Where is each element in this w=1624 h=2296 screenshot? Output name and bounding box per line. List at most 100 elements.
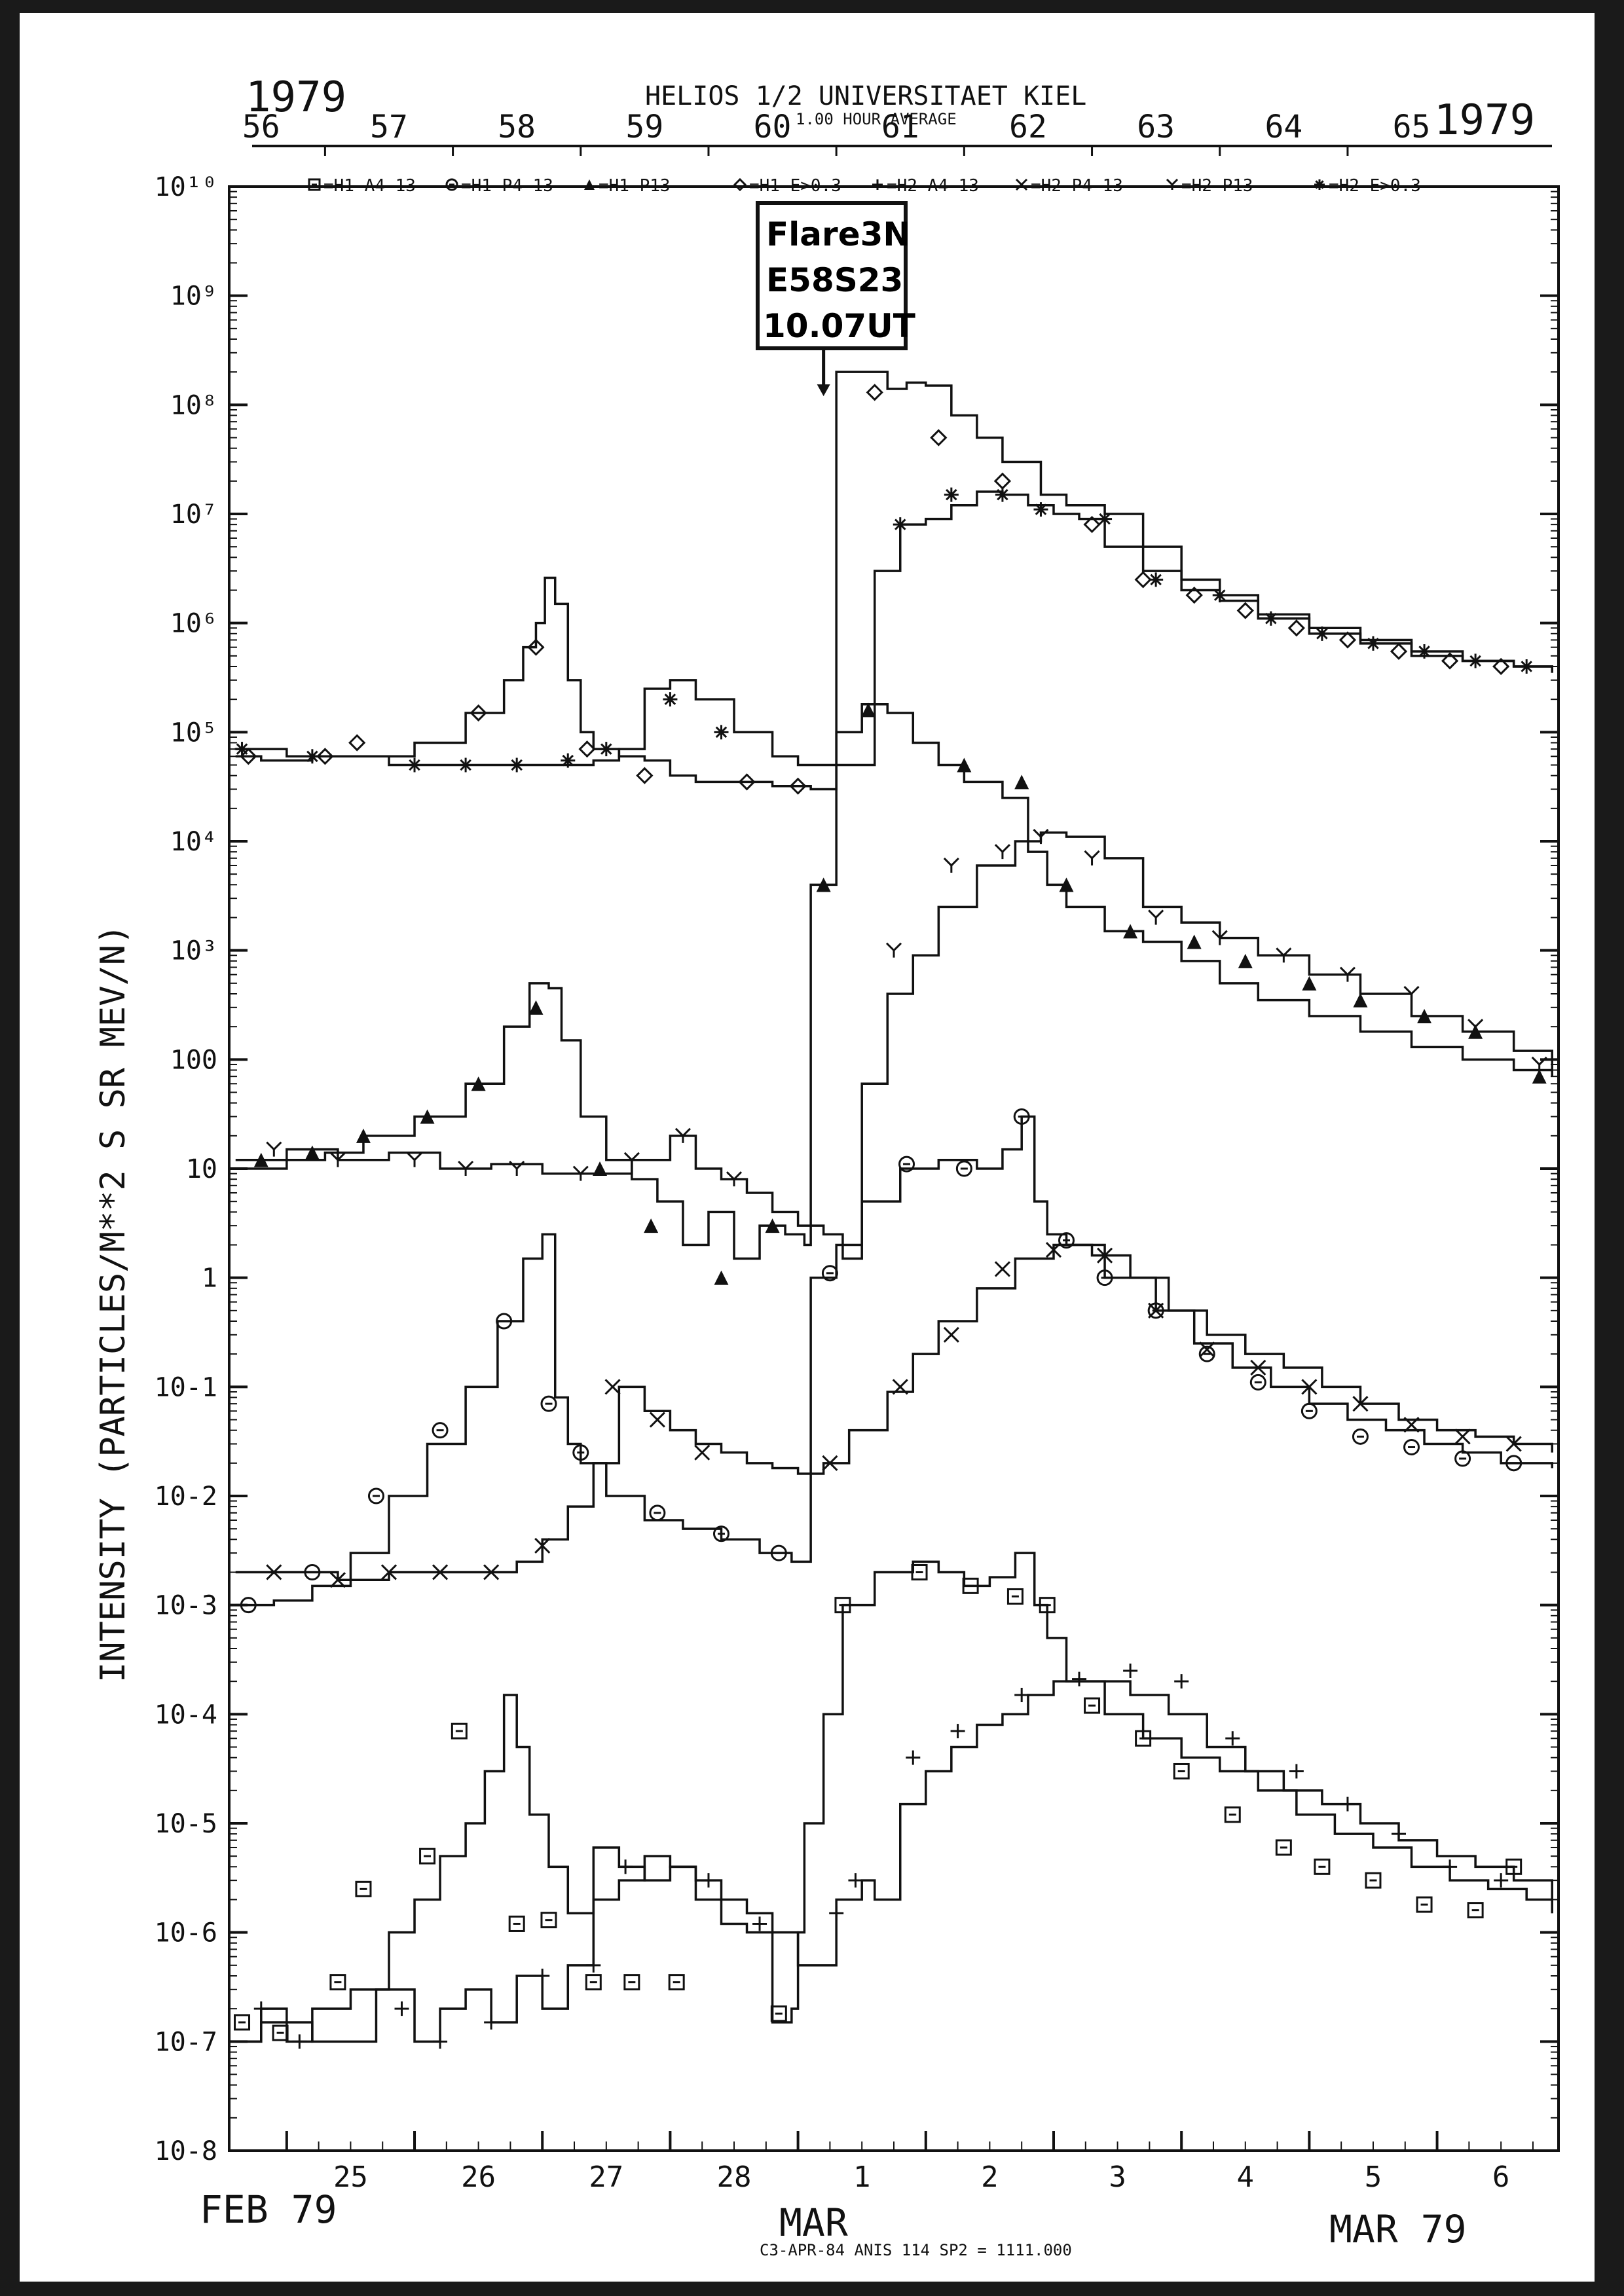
square-marker	[1365, 1872, 1382, 1889]
plus-marker	[586, 1958, 601, 1973]
legend-entry-label: =H1 P4-13	[461, 176, 553, 196]
legend: =H1 A4-13 =H1 P4-13 =H1 P13 =H1 E>0.3 =H2 A4…	[308, 176, 1421, 196]
circle-marker	[240, 1597, 257, 1614]
circle-marker	[1249, 1374, 1266, 1391]
square-marker	[1135, 1730, 1152, 1747]
square-marker	[355, 1880, 372, 1897]
square-marker	[623, 1974, 640, 1991]
asterisk-marker	[1098, 511, 1113, 526]
chart-subtitle: 1.00 HOUR AVERAGE	[796, 110, 957, 128]
circle-marker	[770, 1544, 787, 1561]
x-tick-label: 25	[333, 2160, 368, 2194]
square-marker	[1224, 1806, 1241, 1823]
asterisk-marker	[944, 487, 959, 502]
diamond-marker	[930, 429, 948, 446]
y-tick-label: 10⁹	[170, 282, 217, 312]
cross-marker	[994, 1261, 1010, 1277]
doy-tick-label: 56	[242, 109, 280, 145]
square-marker	[540, 1912, 557, 1929]
diamond-marker	[789, 777, 807, 795]
square-marker	[1467, 1902, 1484, 1919]
plus-marker	[1289, 1764, 1304, 1779]
circle-marker	[1352, 1428, 1369, 1445]
cross-marker	[1045, 1242, 1062, 1258]
diamond-marker	[866, 384, 883, 401]
diamond-marker	[733, 177, 747, 192]
plus-marker	[1225, 1731, 1240, 1746]
y-marker	[994, 844, 1010, 860]
asterisk-marker	[995, 487, 1010, 502]
plus-marker	[906, 1750, 921, 1765]
diamond-marker	[240, 748, 257, 765]
diamond-marker	[1338, 631, 1357, 649]
cross-marker	[822, 1455, 838, 1471]
y-marker	[572, 1165, 589, 1181]
flare-label-line3: 10.07UT	[763, 307, 915, 345]
square-marker	[962, 1577, 979, 1594]
cross-marker	[1015, 178, 1028, 191]
y-marker	[1166, 178, 1179, 190]
y-marker	[458, 1160, 474, 1176]
doy-tick-label: 63	[1137, 109, 1175, 145]
cross-marker	[1097, 1247, 1113, 1264]
square-marker	[1314, 1858, 1331, 1875]
asterisk-marker	[663, 692, 678, 707]
y-marker	[885, 942, 902, 958]
diamond-marker	[1492, 657, 1510, 676]
series-cross	[235, 1242, 1553, 1588]
plus-marker	[484, 2014, 499, 2030]
y-tick-label: 10¹⁰	[155, 172, 217, 202]
legend-entry-label: =H1 P13	[599, 176, 671, 196]
square-marker	[329, 1974, 346, 1991]
doy-axis: 56 57 58 59 60 61 62 63 64 65	[242, 109, 1430, 156]
y-marker	[943, 857, 959, 873]
plus-marker	[1072, 1671, 1087, 1686]
circle-marker	[1096, 1269, 1113, 1286]
asterisk-marker	[1149, 572, 1164, 587]
x-axis: 25 26 27 28 1 2 3 4 5 6	[285, 2131, 1534, 2194]
triangle-marker	[957, 757, 972, 773]
legend-entry-label: =H1 E>0.3	[749, 176, 841, 196]
y-tick-label: 10-7	[155, 2027, 217, 2057]
diamond-marker	[1134, 571, 1152, 589]
footer-left-month: FEB 79	[200, 2187, 337, 2232]
triangle-marker	[816, 877, 831, 892]
cross-marker	[432, 1564, 449, 1580]
circle-marker	[1403, 1438, 1420, 1455]
triangle-marker	[1123, 924, 1138, 939]
square-marker	[272, 2024, 289, 2041]
square-marker	[1416, 1896, 1433, 1913]
circle-marker	[1454, 1450, 1471, 1467]
asterisk-marker	[714, 725, 729, 740]
diamond-marker	[1390, 642, 1408, 661]
diamond-marker	[527, 638, 545, 656]
y-marker	[1276, 947, 1292, 963]
plus-marker	[394, 2001, 409, 2016]
cross-marker	[1199, 1341, 1215, 1358]
triangle-marker	[1238, 953, 1253, 968]
flare-label-line1: Flare3N	[766, 215, 910, 253]
y-tick-label: 100	[170, 1045, 217, 1075]
asterisk-marker	[1033, 502, 1048, 517]
plus-marker	[701, 1873, 716, 1888]
legend-entry-label: =H2 A4-13	[887, 176, 979, 196]
doy-tick-label: 59	[625, 109, 663, 145]
diamond-marker	[470, 704, 487, 722]
y-marker	[674, 1127, 691, 1143]
series-line	[235, 1680, 1553, 2043]
circle-marker	[1013, 1108, 1030, 1125]
series-line	[235, 1552, 1553, 2043]
y-marker	[1403, 985, 1420, 1001]
y-marker	[1211, 930, 1228, 945]
cross-marker	[1148, 1302, 1164, 1319]
plus-marker	[433, 2034, 448, 2049]
diamond-marker	[1236, 602, 1254, 619]
asterisk-marker	[1417, 644, 1432, 659]
series-line	[235, 371, 1553, 791]
square-marker	[834, 1597, 851, 1614]
square-marker	[1275, 1839, 1292, 1856]
x-tick-label: 28	[717, 2160, 752, 2194]
flare-annotation: Flare3N E58S23 10.07UT	[756, 201, 915, 397]
triangle-marker	[1059, 877, 1074, 892]
y-tick-label: 10-3	[155, 1591, 217, 1621]
